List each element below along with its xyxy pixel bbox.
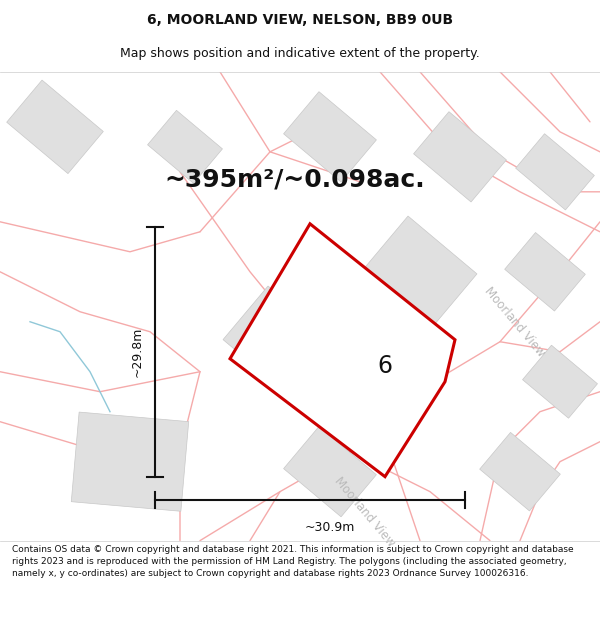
Text: 6: 6 [377, 354, 392, 378]
Polygon shape [515, 134, 595, 210]
Polygon shape [148, 111, 223, 183]
Polygon shape [479, 432, 560, 511]
Text: Map shows position and indicative extent of the property.: Map shows position and indicative extent… [120, 48, 480, 61]
Polygon shape [7, 80, 103, 174]
Text: Contains OS data © Crown copyright and database right 2021. This information is : Contains OS data © Crown copyright and d… [12, 546, 574, 578]
Text: Moorland View: Moorland View [332, 474, 398, 549]
Polygon shape [413, 112, 506, 202]
Text: Moorland View: Moorland View [482, 284, 548, 359]
Polygon shape [71, 412, 189, 511]
Text: ~30.9m: ~30.9m [305, 521, 355, 534]
Text: ~395m²/~0.098ac.: ~395m²/~0.098ac. [164, 168, 425, 192]
Polygon shape [284, 92, 376, 182]
Text: 6, MOORLAND VIEW, NELSON, BB9 0UB: 6, MOORLAND VIEW, NELSON, BB9 0UB [147, 13, 453, 27]
Polygon shape [230, 224, 455, 477]
Text: ~29.8m: ~29.8m [131, 326, 143, 377]
Polygon shape [363, 216, 477, 328]
Polygon shape [223, 286, 337, 398]
Polygon shape [284, 426, 376, 517]
Polygon shape [505, 232, 586, 311]
Polygon shape [523, 345, 598, 418]
